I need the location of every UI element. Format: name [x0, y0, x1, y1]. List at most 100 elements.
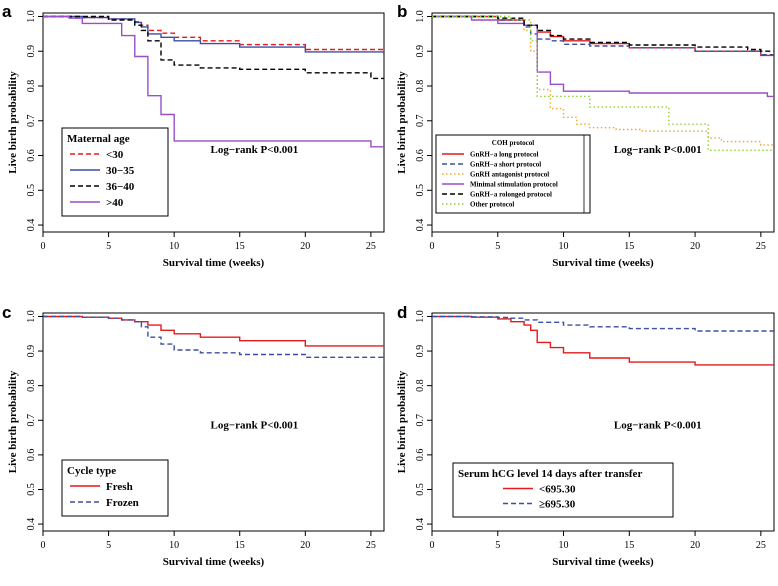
x-tick-label: 10: [559, 540, 569, 551]
legend-title: Cycle type: [67, 465, 116, 477]
legend: COH protocol GnRH−a long protocol GnRH−a s…: [435, 134, 591, 214]
logrank-annotation: Log−rank P<0.001: [211, 144, 299, 156]
x-tick-label: 5: [495, 540, 500, 551]
y-tick-label: 0.7: [415, 414, 426, 427]
series-line-5: [432, 15, 774, 151]
x-axis-label: Survival time (weeks): [552, 556, 654, 568]
chart-panel-a: a 0 5 10 15 20 25 0.4 0.5 0.6 0.7 0.8 0.9 1.0 Survival…: [2, 2, 385, 269]
series-line-3: [43, 15, 384, 148]
x-tick-label: 15: [624, 241, 634, 252]
y-tick-label: 0.4: [415, 219, 426, 232]
legend-label-3: >40: [106, 197, 124, 209]
legend-label-2: GnRH antagonist protocol: [470, 170, 549, 178]
legend-title: Serum hCG level 14 days after transfer: [458, 468, 642, 480]
logrank-annotation: Log−rank P<0.001: [614, 144, 702, 156]
y-tick-label: 0.6: [415, 149, 426, 162]
x-tick-label: 15: [235, 241, 245, 252]
y-tick-label: 0.9: [26, 45, 37, 58]
legend-label-0: <30: [106, 149, 124, 161]
chart-panel-d: d 0 5 10 15 20 25 0.4 0.5 0.6 0.7 0.8 0.9 1.0 Survival…: [396, 303, 775, 568]
series-line-1: [432, 315, 774, 336]
series-line-4: [432, 15, 774, 52]
panel-letter: d: [397, 303, 407, 322]
legend-label-0: GnRH−a long protocol: [470, 150, 538, 158]
x-tick-label: 25: [756, 540, 766, 551]
legend-label-1: 30−35: [106, 165, 135, 177]
legend-title: Maternal age: [67, 133, 130, 145]
panel-letter: a: [2, 2, 12, 21]
y-tick-label: 0.7: [26, 414, 37, 427]
x-tick-label: 0: [430, 241, 435, 252]
x-tick-label: 25: [756, 241, 766, 252]
legend-label-1: ≥695.30: [539, 498, 576, 510]
series-line-0: [432, 15, 774, 57]
x-tick-label: 0: [430, 540, 435, 551]
legend-label-5: Other protocol: [470, 200, 514, 208]
x-tick-label: 0: [41, 540, 46, 551]
series-line-0: [43, 15, 384, 56]
y-tick-label: 1.0: [26, 10, 37, 23]
y-tick-label: 0.5: [415, 184, 426, 197]
x-tick-label: 5: [106, 540, 111, 551]
y-tick-label: 0.7: [415, 115, 426, 128]
legend: Cycle type Fresh Frozen: [61, 459, 169, 517]
y-axis-label: Live birth probability: [7, 370, 19, 473]
x-tick-label: 10: [169, 540, 179, 551]
x-tick-label: 20: [300, 540, 310, 551]
legend-label-2: 36−40: [106, 181, 135, 193]
y-tick-label: 0.9: [26, 345, 37, 358]
x-tick-label: 15: [235, 540, 245, 551]
x-axis-label: Survival time (weeks): [552, 257, 654, 269]
series-line-2: [43, 15, 384, 80]
x-tick-label: 20: [690, 241, 700, 252]
y-tick-label: 0.4: [26, 219, 37, 232]
x-tick-label: 20: [690, 540, 700, 551]
x-tick-label: 5: [106, 241, 111, 252]
logrank-annotation: Log−rank P<0.001: [614, 420, 702, 432]
y-tick-label: 0.8: [415, 80, 426, 93]
series-line-1: [43, 15, 384, 58]
legend: Serum hCG level 14 days after transfer <6…: [452, 462, 674, 518]
x-tick-label: 25: [366, 241, 376, 252]
series-line-0: [432, 315, 774, 370]
y-tick-label: 1.0: [415, 10, 426, 23]
series-line-1: [43, 315, 384, 363]
y-tick-label: 0.5: [415, 483, 426, 496]
chart-panel-b: b 0 5 10 15 20 25 0.4 0.5 0.6 0.7 0.8 0.9 1.0 Survival…: [396, 2, 775, 269]
y-tick-label: 0.6: [415, 449, 426, 462]
y-tick-label: 1.0: [415, 310, 426, 323]
x-tick-label: 20: [300, 241, 310, 252]
plot-frame: [42, 12, 385, 233]
y-tick-label: 0.8: [415, 379, 426, 392]
legend-title: COH protocol: [492, 139, 535, 147]
series-line-1: [432, 15, 774, 56]
y-tick-label: 0.5: [26, 184, 37, 197]
series-line-3: [432, 15, 774, 98]
y-tick-label: 0.8: [26, 379, 37, 392]
y-tick-label: 0.5: [26, 483, 37, 496]
legend-box: [452, 462, 674, 518]
series-line-2: [432, 15, 774, 146]
y-tick-label: 0.6: [26, 149, 37, 162]
panel-letter: c: [2, 303, 11, 322]
y-tick-label: 1.0: [26, 310, 37, 323]
plot-frame: [431, 12, 775, 233]
y-tick-label: 0.9: [415, 45, 426, 58]
y-axis-label: Live birth probability: [7, 71, 19, 174]
legend-label-4: GnRH−a rolonged protocol: [470, 190, 552, 198]
legend-label-1: Frozen: [106, 497, 139, 509]
y-tick-label: 0.6: [26, 449, 37, 462]
chart-panel-c: c 0 5 10 15 20 25 0.4 0.5 0.6 0.7 0.8 0.9 1.0 Survival…: [2, 303, 385, 568]
x-tick-label: 5: [495, 241, 500, 252]
legend: Maternal age <30 30−35 36−40 >40: [61, 127, 169, 217]
legend-box: [435, 134, 591, 214]
x-tick-label: 0: [41, 241, 46, 252]
series-line-0: [43, 315, 384, 352]
plot-frame: [42, 312, 385, 532]
y-tick-label: 0.7: [26, 115, 37, 128]
y-tick-label: 0.9: [415, 345, 426, 358]
x-tick-label: 15: [624, 540, 634, 551]
legend-box: [61, 459, 169, 517]
plot-frame: [431, 312, 775, 532]
y-axis-label: Live birth probability: [396, 370, 408, 473]
